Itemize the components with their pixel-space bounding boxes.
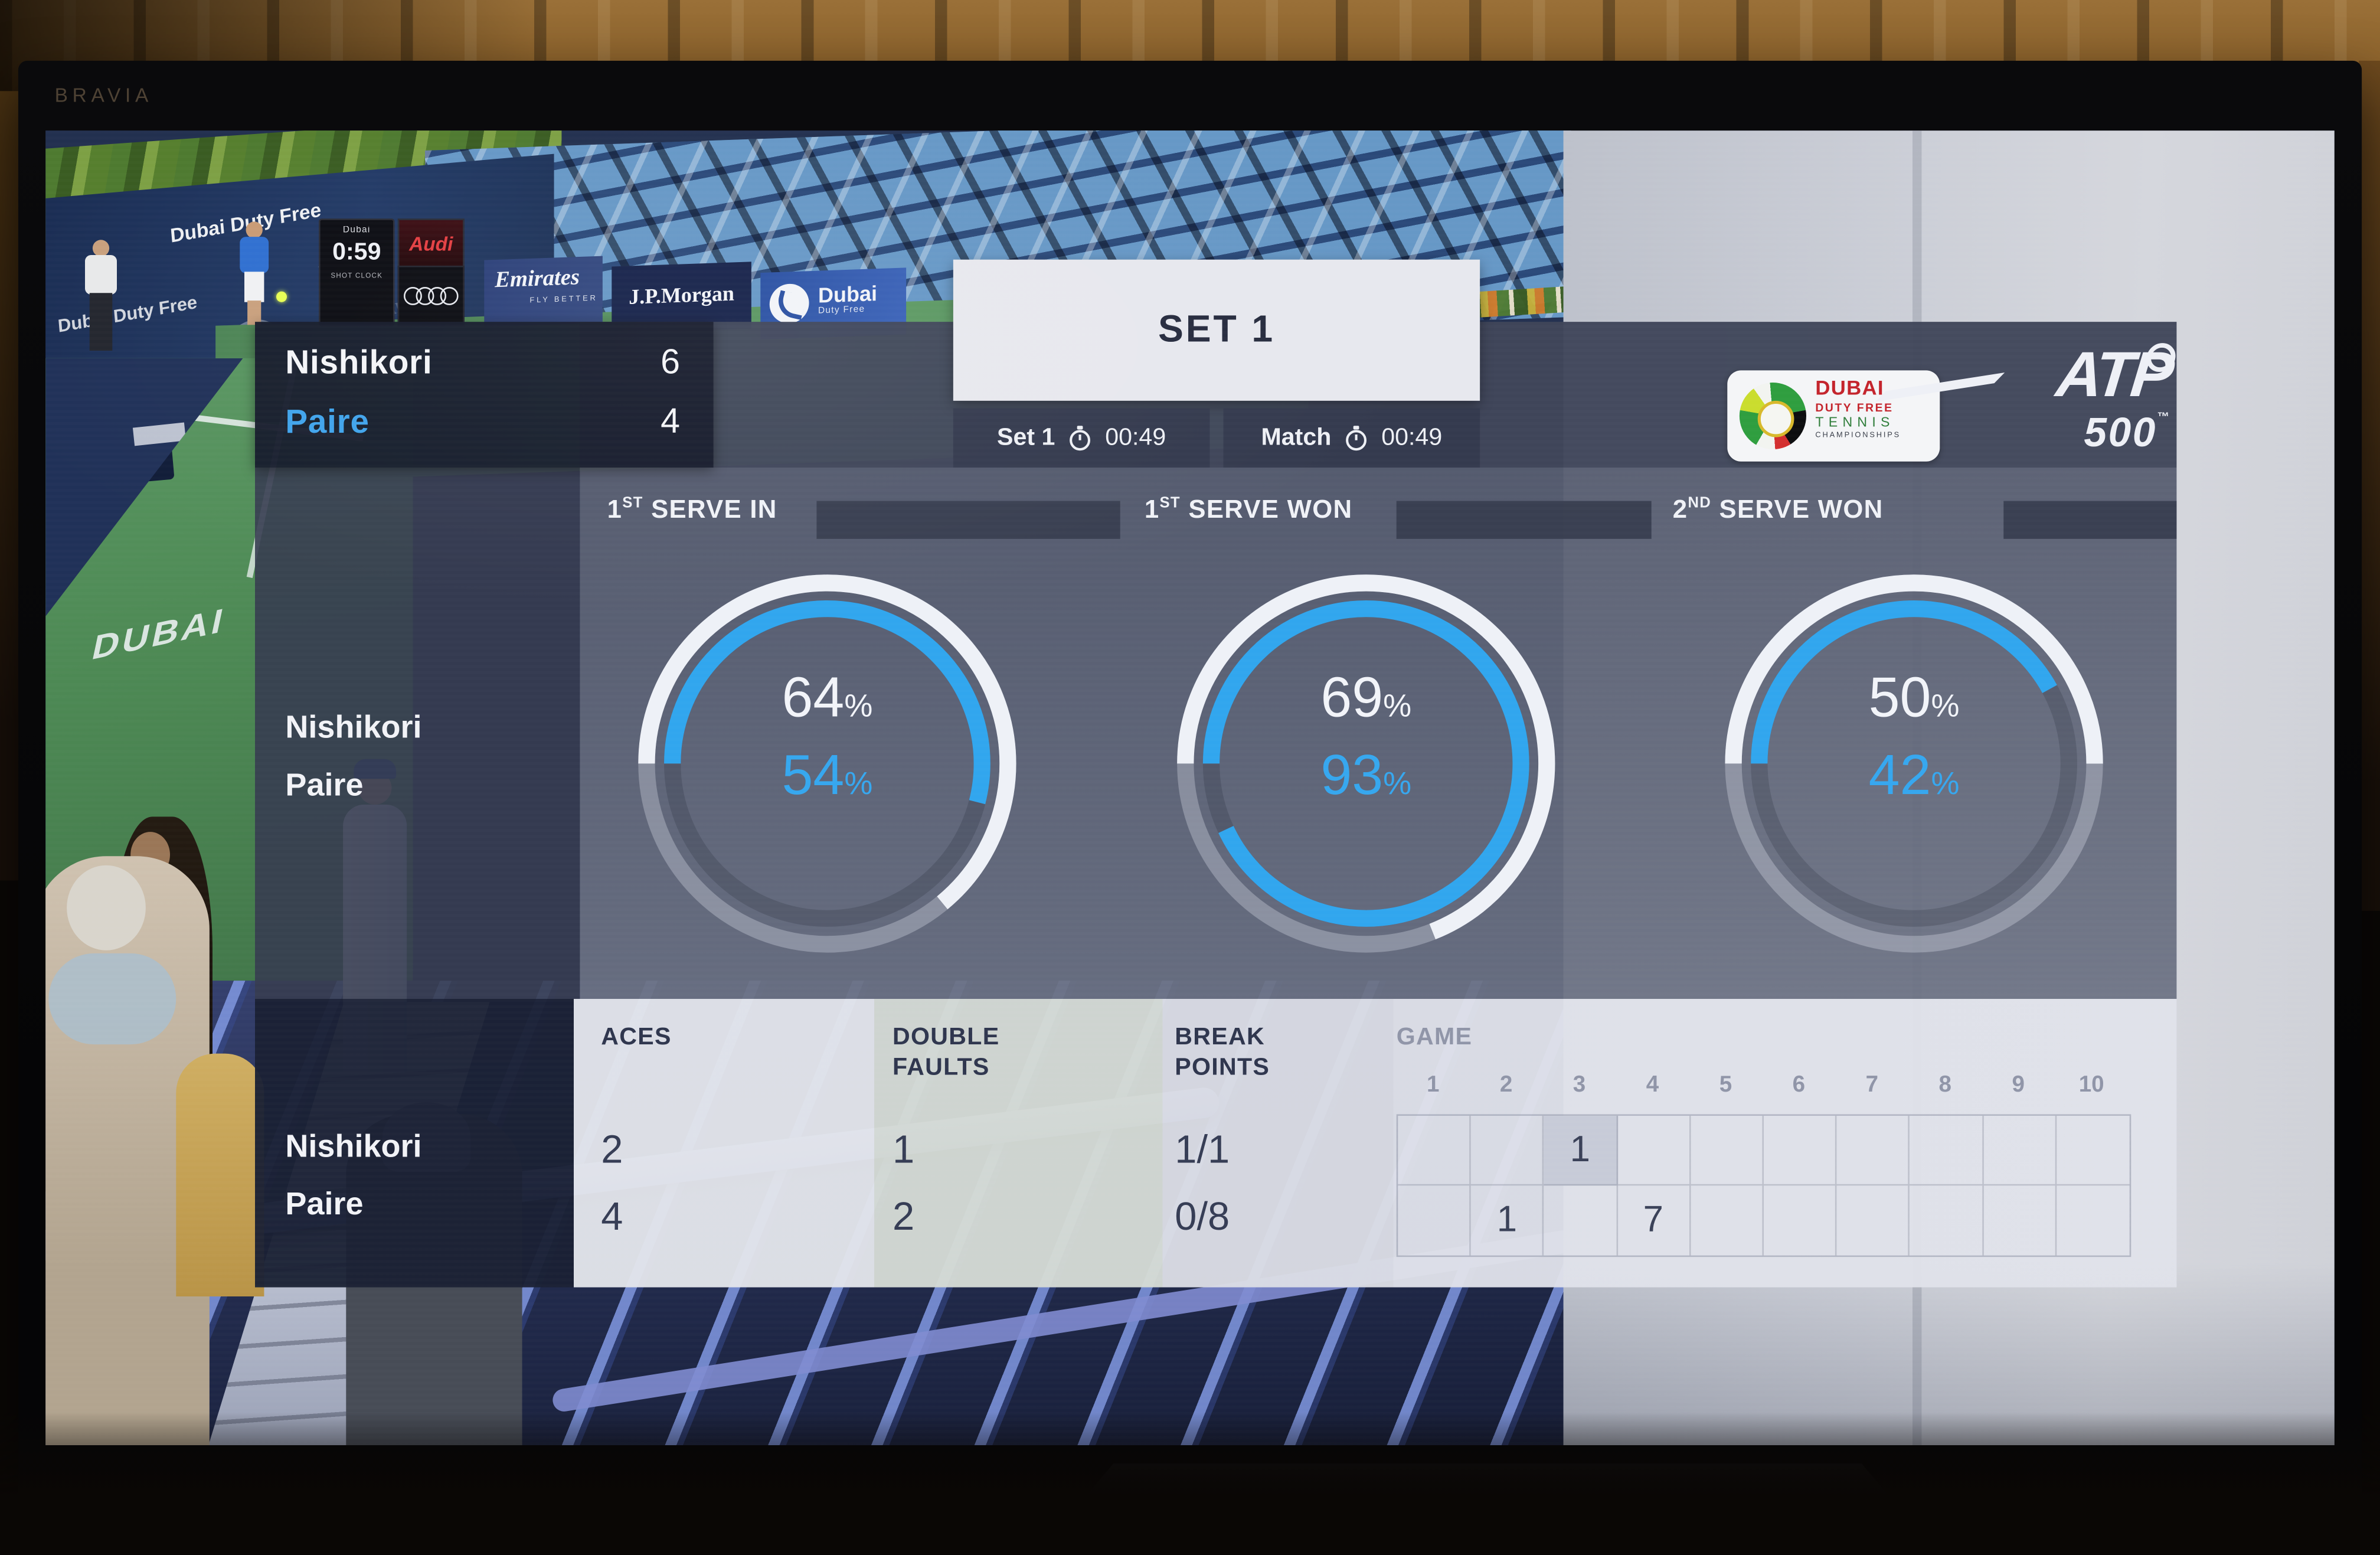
shot-clock-board: Dubai 0:59 SHOT CLOCK	[319, 218, 395, 326]
gauge-second-serve-won: 50% 42%	[1709, 558, 2119, 968]
break-points-player2: 0/8	[1175, 1193, 1230, 1239]
tv-screen: Dubai Duty Free Dubai Duty Free J.P.Morg…	[45, 130, 2335, 1446]
player2-set-score: 4	[661, 400, 680, 440]
stopwatch-icon	[1070, 425, 1091, 450]
double-faults-player2: 2	[892, 1193, 915, 1239]
player-figure	[240, 221, 270, 328]
stats-overlay: Nishikori 6 Paire 4 SET 1 Set 1	[45, 130, 2335, 1445]
gauge-row-player2: Paire	[285, 768, 364, 803]
gauge-value-player1: 64%	[782, 666, 873, 729]
game-cell	[1398, 1116, 1472, 1186]
room-shadow	[0, 1412, 2380, 1555]
gauge-value-player2: 93%	[1320, 744, 1412, 806]
game-number: 4	[1646, 1071, 1659, 1098]
set-title: SET 1	[953, 259, 1480, 401]
game-number: 1	[1426, 1071, 1440, 1098]
gauge-value-player1: 69%	[1320, 666, 1412, 729]
gauge-value-player2: 54%	[782, 744, 873, 806]
game-cell	[1691, 1185, 1764, 1256]
game-number: 3	[1572, 1071, 1586, 1098]
player2-name: Paire	[285, 402, 370, 440]
double-faults-player1: 1	[892, 1126, 915, 1172]
game-cell	[1764, 1185, 1837, 1256]
game-cell	[2057, 1185, 2130, 1255]
game-cell	[1691, 1116, 1764, 1186]
audi-sign: Audi	[397, 218, 465, 269]
table-row-player2: Paire	[285, 1187, 364, 1222]
gauge-row-player1: Nishikori	[285, 710, 422, 746]
curtain-edge-right	[2359, 60, 2380, 911]
header-bar	[816, 501, 1120, 539]
set-timer: Set 1 00:49	[953, 408, 1210, 468]
game-cell	[2056, 1116, 2130, 1186]
table-player-panel	[255, 999, 574, 1288]
game-number: 5	[1719, 1071, 1732, 1098]
header-first-serve-won: 1ST SERVE WON	[1144, 495, 1353, 524]
game-cell: 7	[1617, 1185, 1691, 1256]
game-cell	[1983, 1116, 2057, 1186]
game-cell	[1764, 1116, 1837, 1186]
header-bar	[2003, 501, 2177, 539]
game-number: 6	[1792, 1071, 1806, 1098]
aces-player2: 4	[601, 1193, 623, 1239]
game-cell: 1	[1544, 1116, 1618, 1186]
aces-player1: 2	[601, 1126, 623, 1172]
overlay-bottom-band	[574, 999, 2177, 1288]
shot-clock-time: 0:59	[332, 240, 381, 266]
game-cell	[1617, 1116, 1691, 1186]
spectator	[176, 1053, 264, 1296]
stopwatch-icon	[1346, 425, 1367, 450]
audi-rings-icon	[397, 266, 465, 326]
game-cell	[1544, 1185, 1618, 1256]
game-cell: 1	[1471, 1185, 1545, 1256]
game-cell	[1910, 1116, 1983, 1186]
match-timer: Match 00:49	[1223, 408, 1480, 468]
break-points-player1: 1/1	[1175, 1126, 1230, 1172]
gauge-value-player1: 50%	[1868, 666, 1960, 729]
col-header-double-faults: DOUBLE FAULTS	[892, 1024, 1000, 1081]
game-cell	[1983, 1185, 2057, 1256]
game-cell	[1837, 1185, 1910, 1256]
col-header-aces: ACES	[601, 1024, 672, 1051]
game-number: 8	[1938, 1071, 1951, 1098]
game-number: 9	[2012, 1071, 2025, 1098]
tv-brand-label: BRAVIA	[54, 83, 153, 106]
game-number-row: 1 2 3 4 5 6 7 8 9 10	[1397, 1071, 2128, 1097]
header-second-serve-won: 2ND SERVE WON	[1672, 495, 1884, 524]
tennis-ball	[276, 291, 287, 302]
line-judge-figure	[85, 240, 122, 407]
tv-frame: BRAVIA Dubai Duty Free Dubai Duty Free J…	[18, 60, 2362, 1543]
game-cell	[1910, 1185, 1983, 1256]
table-row-player1: Nishikori	[285, 1129, 422, 1165]
dubai-tournament-logo: DUBAI DUTY FREE TENNIS CHAMPIONSHIPS	[1727, 370, 1940, 462]
col-header-break-points: BREAK POINTS	[1175, 1024, 1270, 1081]
atp-500-logo: ATP 500™	[1875, 338, 2177, 476]
shot-clock-label: SHOT CLOCK	[331, 272, 383, 280]
game-number: 10	[2078, 1071, 2104, 1098]
game-cell	[1398, 1185, 1472, 1256]
player1-set-score: 6	[661, 341, 680, 381]
gauge-first-serve-won: 69% 93%	[1161, 558, 1571, 968]
col-header-game: GAME	[1396, 1024, 1473, 1051]
game-number: 2	[1499, 1071, 1513, 1098]
gauge-value-player2: 42%	[1868, 744, 1960, 806]
game-number: 7	[1865, 1071, 1879, 1098]
game-cell	[1471, 1116, 1545, 1186]
game-cell	[1836, 1116, 1910, 1186]
header-first-serve-in: 1ST SERVE IN	[607, 495, 777, 524]
gauge-first-serve-in: 64% 54%	[622, 558, 1032, 968]
match-score-box: Nishikori 6 Paire 4	[255, 322, 714, 468]
shot-clock-brand: Dubai	[342, 226, 371, 236]
header-bar	[1396, 501, 1652, 539]
timers-row: Set 1 00:49 Match	[953, 408, 1480, 468]
tennis-ball-logo-icon	[1739, 383, 1806, 450]
player1-name: Nishikori	[285, 343, 433, 381]
gauge-player-panel	[255, 468, 580, 999]
